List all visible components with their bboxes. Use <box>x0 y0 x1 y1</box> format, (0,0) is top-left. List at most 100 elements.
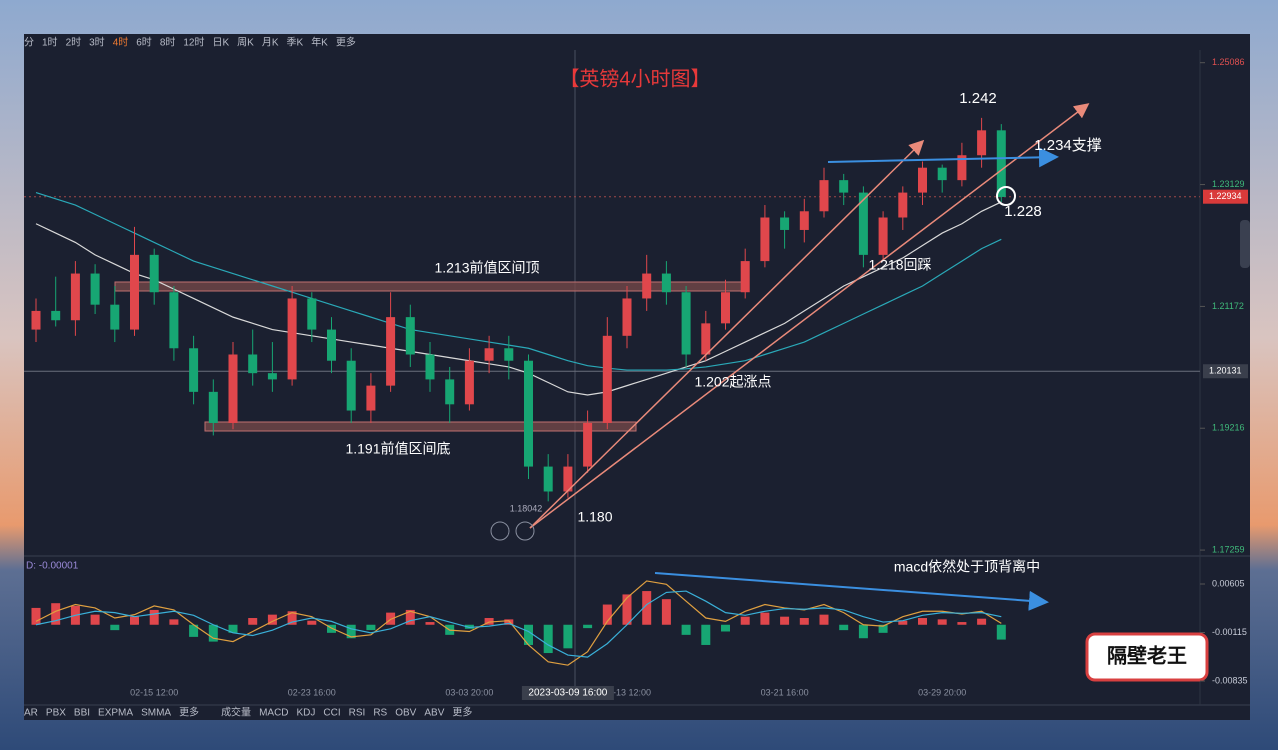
timeframe-tab[interactable]: 3时 <box>89 37 105 49</box>
timeframe-tab[interactable]: 年K <box>311 36 328 49</box>
annotation: 1.202起涨点 <box>694 374 771 390</box>
moving-average <box>35 192 1002 371</box>
macd-bar <box>287 611 297 625</box>
timeframe-tab[interactable]: 8时 <box>160 37 176 49</box>
macd-bar <box>898 620 908 625</box>
candle-body <box>189 348 199 392</box>
candle-body <box>31 310 41 330</box>
candle-body <box>977 130 987 156</box>
trend-arrow <box>529 103 1090 529</box>
indicator-tab[interactable]: SMMA <box>141 708 171 719</box>
indicator-tab[interactable]: AR <box>24 708 38 719</box>
macd-bar <box>267 614 277 625</box>
timeframe-tab[interactable]: 4时 <box>113 37 129 49</box>
macd-bar <box>110 624 120 631</box>
candle-body <box>819 180 829 212</box>
macd-bar <box>327 624 336 633</box>
candle-body <box>898 192 908 218</box>
timeframe-tab[interactable]: 更多 <box>336 36 356 49</box>
y-tick-label: 1.23129 <box>1212 179 1245 189</box>
indicator-tab[interactable]: BBI <box>74 708 90 719</box>
chart-title: 【英镑4小时图】 <box>559 67 710 90</box>
timeframe-tab[interactable]: 2时 <box>66 37 82 49</box>
macd-bar <box>622 594 632 625</box>
x-tick-label: 03-29 20:00 <box>918 687 966 697</box>
candle-body <box>878 217 888 255</box>
macd-bar <box>51 603 61 625</box>
indicator-tab[interactable]: PBX <box>46 708 66 719</box>
timeframe-tab[interactable]: 月K <box>262 37 279 49</box>
macd-bar <box>484 618 494 625</box>
indicator-tab[interactable]: 成交量 <box>221 706 251 719</box>
candle-body <box>149 254 159 293</box>
indicator-tab[interactable]: ABV <box>424 708 444 719</box>
candle-body <box>169 292 179 349</box>
candle-body <box>543 466 553 492</box>
candle-body <box>721 292 730 324</box>
macd-bar <box>602 604 612 625</box>
candle-body <box>287 298 297 380</box>
timeframe-tab[interactable]: 12时 <box>183 37 204 49</box>
crosshair-price-label: 1.20131 <box>1209 366 1242 376</box>
x-tick-label: 03-21 16:00 <box>761 687 809 697</box>
macd-bar <box>90 614 100 625</box>
macd-line <box>35 590 1002 658</box>
y-tick-label: 1.19216 <box>1212 423 1245 433</box>
support-arrow <box>827 147 1059 168</box>
annotation: 1.218回踩 <box>868 257 931 273</box>
macd-bar <box>721 624 730 632</box>
candle-body <box>346 360 356 411</box>
macd-bar <box>208 624 218 642</box>
macd-bar <box>366 624 376 631</box>
indicator-tab[interactable]: 更多 <box>179 706 199 719</box>
candle-body <box>405 317 415 355</box>
timeframe-tab[interactable]: 日K <box>213 38 230 49</box>
side-handle[interactable] <box>1240 220 1250 268</box>
timeframe-tab[interactable]: 6时 <box>136 37 152 49</box>
macd-bar <box>701 624 711 645</box>
macd-bar <box>957 622 967 625</box>
y-tick-label: 1.21172 <box>1212 301 1244 311</box>
candle-body <box>563 466 573 492</box>
indicator-tab[interactable]: MACD <box>259 708 288 719</box>
candle-body <box>661 273 671 293</box>
logo-text: 隔壁老王 <box>1107 643 1187 667</box>
indicator-tab[interactable]: KDJ <box>297 708 316 719</box>
annotation: 1.213前值区间顶 <box>434 260 539 276</box>
candle-body <box>110 304 120 330</box>
moving-average <box>35 201 1002 396</box>
candle-body <box>445 379 455 405</box>
candle-body <box>937 167 947 181</box>
timeframe-tab[interactable]: 周K <box>237 37 254 49</box>
indicator-tab[interactable]: RSI <box>349 708 366 719</box>
x-tick-label: 03-03 20:00 <box>445 687 493 697</box>
annotation: 1.180 <box>577 509 612 525</box>
macd-bar <box>563 624 573 649</box>
macd-y-tick-label: -0.00115 <box>1212 627 1247 637</box>
candle-body <box>996 130 1006 197</box>
macd-bar <box>149 609 159 625</box>
macd-bar <box>169 619 179 625</box>
timeframe-tab[interactable]: 1时 <box>42 37 58 49</box>
timeframe-tab[interactable]: 季K <box>287 37 304 49</box>
annotation: macd依然处于顶背离中 <box>894 559 1040 575</box>
macd-bar <box>780 616 790 625</box>
indicator-tab[interactable]: CCI <box>323 708 340 719</box>
macd-bar <box>642 591 652 625</box>
nav-button[interactable] <box>490 521 510 541</box>
indicator-tab[interactable]: EXPMA <box>98 708 133 719</box>
candle-body <box>681 292 691 355</box>
timeframe-tab[interactable]: 分 <box>24 37 34 49</box>
main-plot <box>31 117 1006 502</box>
indicator-tab[interactable]: OBV <box>395 708 416 719</box>
candle-body <box>307 298 317 330</box>
indicator-tab[interactable]: RS <box>373 708 387 719</box>
macd-bar <box>740 616 750 625</box>
nav-button[interactable] <box>515 521 535 541</box>
crosshair-price-box <box>1203 364 1248 379</box>
candle-body <box>622 298 632 336</box>
macd-bar <box>760 612 770 625</box>
indicator-tab[interactable]: 更多 <box>452 706 472 719</box>
candle-body <box>799 211 809 230</box>
